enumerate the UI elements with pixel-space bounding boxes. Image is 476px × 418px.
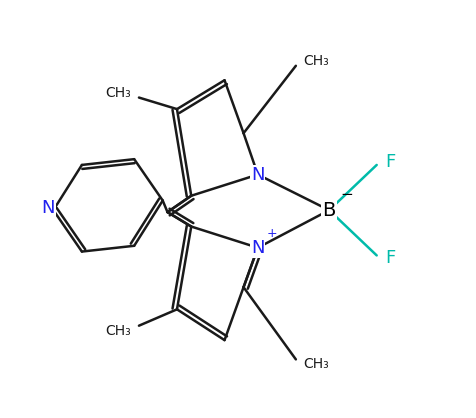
Text: CH₃: CH₃ <box>303 357 329 372</box>
Text: N: N <box>251 239 265 257</box>
Text: CH₃: CH₃ <box>303 54 329 68</box>
Text: −: − <box>340 186 353 201</box>
Text: CH₃: CH₃ <box>106 324 131 338</box>
Text: F: F <box>386 153 396 171</box>
Text: N: N <box>41 199 55 217</box>
Text: B: B <box>322 201 336 220</box>
Text: F: F <box>386 249 396 267</box>
Text: N: N <box>251 166 265 184</box>
Text: CH₃: CH₃ <box>106 86 131 99</box>
Text: +: + <box>267 227 277 240</box>
